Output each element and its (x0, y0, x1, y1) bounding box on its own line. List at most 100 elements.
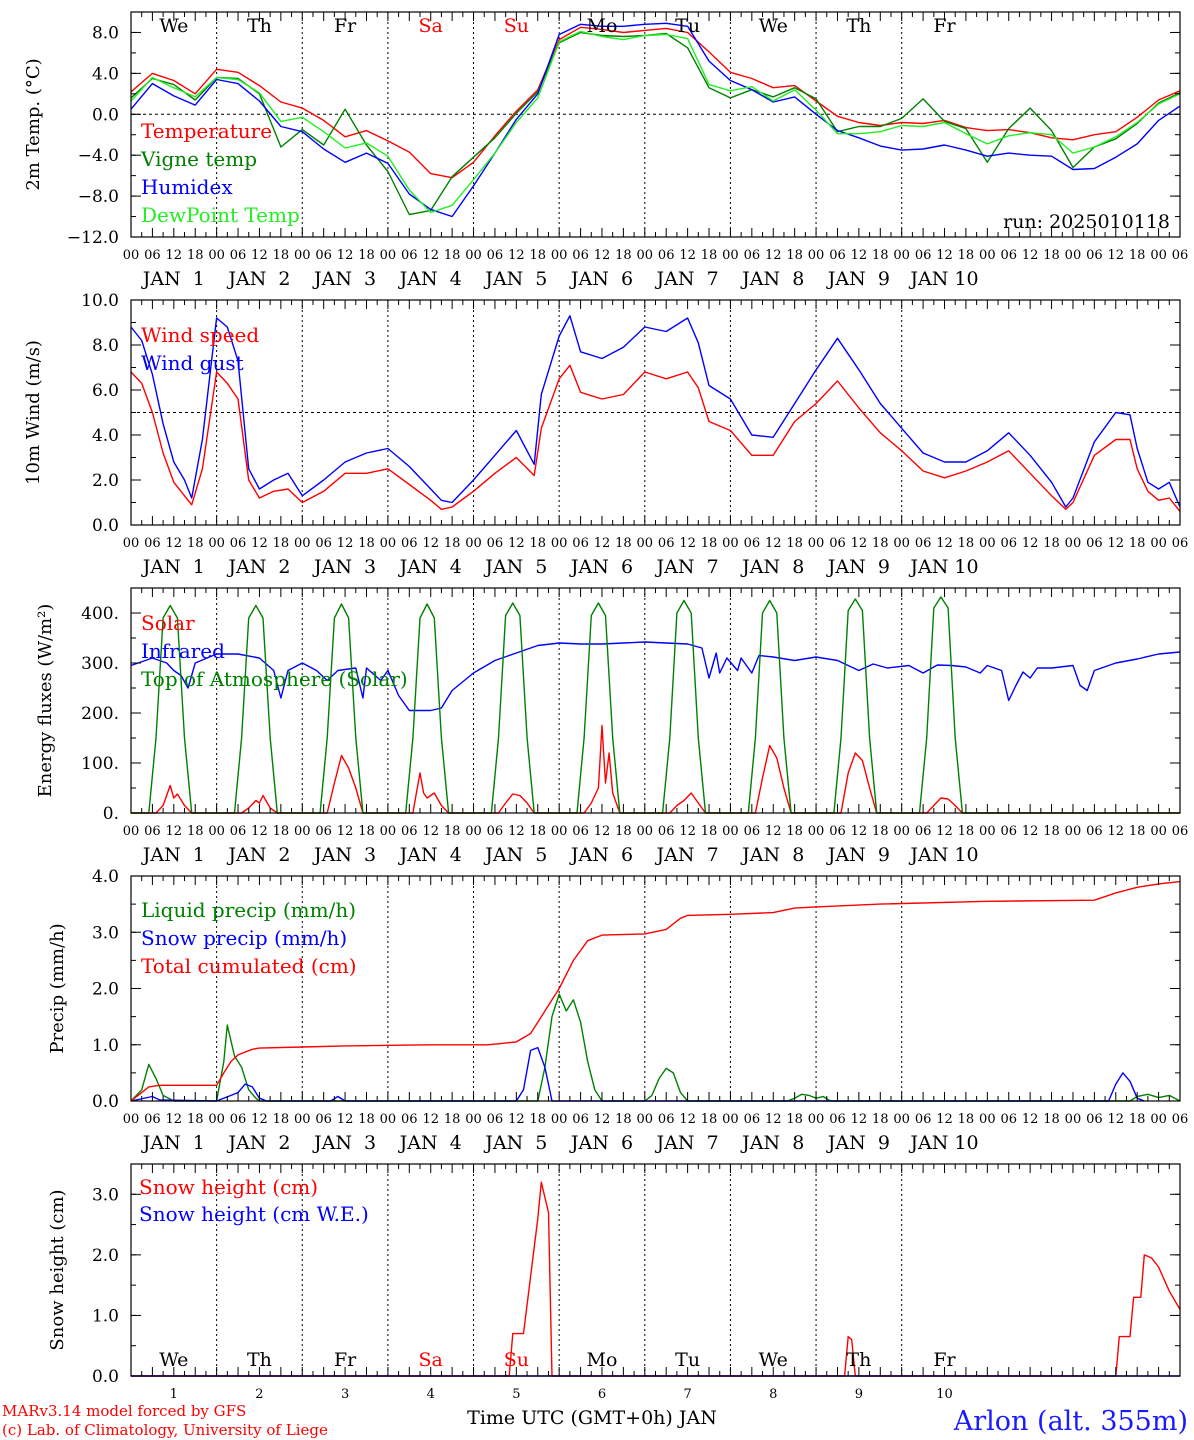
hour-tick-label: 18 (273, 536, 290, 551)
hour-tick-label: 18 (958, 1112, 975, 1127)
hour-tick-label: 12 (166, 824, 183, 839)
legend-entry: Infrared (141, 639, 225, 663)
day-number: 8 (769, 1387, 777, 1402)
legend-entry: Vigne temp (140, 147, 257, 171)
y-tick-label: 8.0 (92, 336, 119, 356)
hour-tick-label: 18 (273, 824, 290, 839)
hour-tick-label: 12 (594, 824, 611, 839)
day-label: JAN 2 (226, 556, 290, 578)
hour-tick-label: 12 (679, 1112, 696, 1127)
run-annotation: run: 2025010118 (1003, 211, 1170, 233)
legend-entry: Snow height (cm) (139, 1175, 318, 1199)
hour-tick-label: 00 (637, 824, 654, 839)
hour-tick-label: 18 (358, 536, 375, 551)
y-tick-label: 2.0 (92, 980, 119, 1000)
hour-tick-label: 12 (594, 536, 611, 551)
hour-tick-label: 06 (572, 824, 589, 839)
hour-tick-label: 06 (915, 248, 932, 263)
hour-tick-label: 00 (380, 824, 397, 839)
day-label: JAN 7 (655, 1132, 719, 1154)
hour-tick-label: 06 (487, 824, 504, 839)
hour-tick-label: 12 (422, 536, 439, 551)
hour-tick-label: 06 (230, 824, 247, 839)
hour-tick-label: 12 (251, 1112, 268, 1127)
weekday-label: Mo (587, 1349, 618, 1371)
hour-tick-label: 06 (487, 536, 504, 551)
hour-tick-label: 06 (1086, 824, 1103, 839)
hour-tick-label: 18 (1043, 1112, 1060, 1127)
hour-tick-label: 06 (401, 1112, 418, 1127)
hour-tick-label: 18 (786, 1112, 803, 1127)
y-tick-label: 100. (81, 754, 119, 774)
hour-tick-label: 12 (251, 536, 268, 551)
hour-tick-label: 12 (337, 536, 354, 551)
day-label: JAN 9 (826, 844, 890, 866)
hour-tick-label: 00 (123, 248, 140, 263)
y-tick-label: 0.0 (92, 1367, 119, 1387)
day-label: JAN 4 (398, 844, 462, 866)
day-label: JAN 9 (826, 268, 890, 290)
hour-tick-label: 06 (1000, 1112, 1017, 1127)
y-tick-label: 0. (103, 804, 119, 824)
hour-tick-label: 06 (829, 824, 846, 839)
hour-tick-label: 18 (1129, 536, 1146, 551)
hour-tick-label: 12 (936, 248, 953, 263)
hour-tick-label: 18 (701, 536, 718, 551)
hour-tick-label: 00 (722, 1112, 739, 1127)
hour-tick-label: 18 (1043, 824, 1060, 839)
station-name: Arlon (alt. 355m) (953, 1406, 1188, 1437)
hour-tick-label: 06 (1000, 824, 1017, 839)
day-label: JAN 1 (141, 556, 205, 578)
hour-tick-label: 00 (294, 536, 311, 551)
hour-tick-label: 18 (958, 536, 975, 551)
hour-tick-label: 18 (786, 536, 803, 551)
day-label: JAN 3 (312, 844, 376, 866)
hour-tick-label: 00 (637, 1112, 654, 1127)
hour-tick-label: 00 (465, 248, 482, 263)
hour-tick-label: 06 (1000, 536, 1017, 551)
day-label: JAN 6 (569, 1132, 633, 1154)
day-number: 9 (855, 1387, 863, 1402)
hour-tick-label: 00 (380, 1112, 397, 1127)
hour-tick-label: 00 (808, 248, 825, 263)
y-tick-label: 4.0 (92, 426, 119, 446)
legend-entry: Humidex (141, 175, 233, 199)
panel-3: 0. 100. 200. 300. 400. Energy fluxes (W/m²) So… (35, 587, 1188, 866)
hour-tick-label: 12 (851, 1112, 868, 1127)
hour-tick-label: 12 (679, 824, 696, 839)
hour-tick-label: 18 (701, 1112, 718, 1127)
day-label: JAN 7 (655, 844, 719, 866)
y-tick-label: 0.0 (92, 105, 119, 125)
y-tick-label: 200. (81, 704, 119, 724)
hour-tick-label: 00 (979, 824, 996, 839)
hour-tick-label: 00 (893, 536, 910, 551)
weekday-label: We (759, 1349, 788, 1371)
hour-tick-label: 00 (208, 536, 225, 551)
hour-tick-label: 12 (765, 536, 782, 551)
hour-tick-label: 06 (1172, 536, 1189, 551)
y-tick-label: 3.0 (92, 1185, 119, 1205)
hour-tick-label: 06 (144, 1112, 161, 1127)
hour-tick-label: 18 (273, 248, 290, 263)
y-tick-label: 4.0 (92, 64, 119, 84)
day-label: JAN 6 (569, 268, 633, 290)
hour-tick-label: 06 (1086, 1112, 1103, 1127)
hour-tick-label: 06 (829, 536, 846, 551)
hour-tick-label: 12 (166, 248, 183, 263)
legend-entry: Liquid precip (mm/h) (141, 898, 356, 922)
hour-tick-label: 00 (979, 1112, 996, 1127)
weekday-label: Fr (933, 1349, 956, 1371)
day-label: JAN 1 (141, 268, 205, 290)
hour-tick-label: 12 (936, 1112, 953, 1127)
hour-tick-label: 00 (208, 1112, 225, 1127)
y-axis-label: Energy fluxes (W/m²) (35, 604, 56, 798)
model-credit: MARv3.14 model forced by GFS (2, 1402, 246, 1420)
hour-tick-label: 06 (1000, 248, 1017, 263)
legend-entry: DewPoint Temp (141, 203, 300, 227)
hour-tick-label: 06 (572, 1112, 589, 1127)
time-axis-title: Time UTC (GMT+0h) JAN (467, 1407, 717, 1429)
day-label: JAN 6 (569, 844, 633, 866)
hour-tick-label: 06 (658, 824, 675, 839)
panel-4: 0.0 1.0 2.0 3.0 4.0 Precip (mm/h) Liquid preci… (47, 867, 1188, 1154)
